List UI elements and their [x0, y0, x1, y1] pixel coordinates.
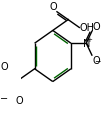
Text: OH: OH	[80, 23, 95, 33]
Text: −: −	[94, 56, 100, 65]
Text: O: O	[49, 2, 57, 12]
Text: N: N	[83, 39, 90, 49]
Text: O: O	[15, 95, 23, 105]
Text: +: +	[86, 37, 92, 43]
Text: −: −	[0, 93, 8, 103]
Text: O: O	[92, 22, 100, 32]
Text: O: O	[0, 62, 8, 72]
Text: O: O	[92, 56, 100, 66]
